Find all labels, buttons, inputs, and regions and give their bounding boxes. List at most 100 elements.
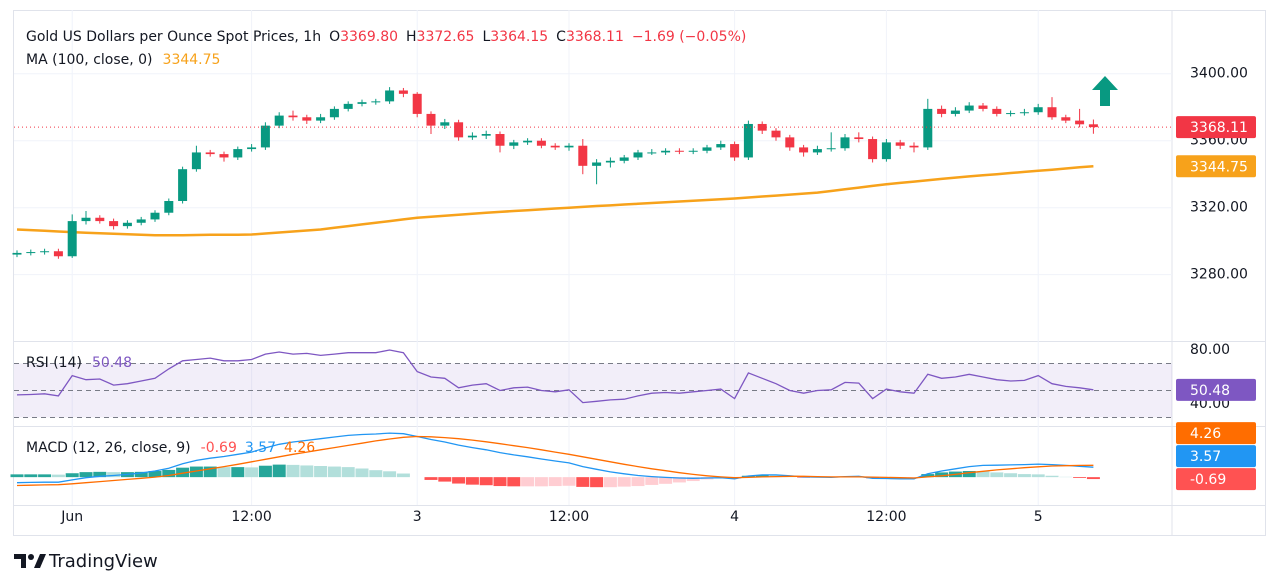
ohlc-value: 3368.11 — [566, 29, 624, 45]
candle-body — [329, 108, 339, 118]
candle-body — [523, 140, 533, 143]
candle-body — [26, 252, 36, 254]
macd-line — [16, 432, 1094, 484]
histogram-bar — [548, 477, 562, 487]
candle-body — [122, 222, 132, 227]
histogram-bar — [162, 469, 176, 478]
histogram-bar — [203, 466, 217, 478]
signal-badge: 4.26 — [1190, 426, 1221, 442]
candle-body — [909, 145, 919, 148]
y-tick-label: 80.00 — [1190, 342, 1230, 358]
candle-body — [95, 217, 105, 222]
candle-body — [454, 122, 464, 138]
brand-name: TradingView — [48, 551, 158, 572]
candle-body — [1019, 112, 1029, 114]
histogram-bar — [245, 467, 259, 478]
histogram-bar — [990, 472, 1004, 478]
histogram-bar — [1073, 477, 1087, 478]
candle-body — [1047, 107, 1057, 118]
histogram-bar — [314, 466, 328, 478]
x-tick-label: 5 — [1034, 509, 1043, 525]
y-tick-label: 3280.00 — [1190, 267, 1248, 283]
macd-value: 3.57 — [245, 440, 276, 456]
ohlc-key: H — [406, 29, 417, 45]
histogram-value: -0.69 — [201, 440, 237, 456]
candle-body — [550, 145, 560, 148]
histogram-bar — [369, 470, 383, 478]
candle-body — [730, 144, 740, 158]
histogram-bar — [935, 472, 949, 478]
histogram-bar — [617, 477, 631, 487]
histogram-bar — [355, 468, 369, 478]
candle-body — [495, 134, 505, 146]
candle-body — [743, 123, 753, 158]
candle-body — [40, 251, 50, 253]
up-arrow — [1092, 76, 1118, 106]
ma-badge: 3344.75 — [1190, 159, 1248, 175]
candle-body — [578, 145, 588, 166]
ma-badge-bg — [1176, 155, 1256, 178]
ohlc-key: O — [329, 29, 340, 45]
candle-body — [992, 108, 1002, 114]
histogram-bar — [507, 477, 521, 487]
signal-value: 4.26 — [284, 440, 315, 456]
candle-body — [412, 93, 422, 114]
histogram-bar — [493, 477, 507, 487]
histogram-bar — [300, 465, 314, 478]
rsi-line — [16, 349, 1094, 404]
candle-body — [178, 169, 188, 201]
rsi-badge: 50.48 — [1190, 383, 1230, 399]
last-price-badge: 3368.11 — [1190, 120, 1248, 136]
candle-body — [592, 162, 602, 166]
histogram-bar — [631, 477, 645, 487]
signal-line — [16, 435, 1094, 487]
candle-body — [164, 201, 174, 213]
signal-badge-bg — [1176, 422, 1256, 445]
candle-body — [868, 139, 878, 160]
ohlc-key: C — [556, 29, 566, 45]
macd-badge: 3.57 — [1190, 449, 1221, 465]
histogram-bar — [65, 473, 79, 478]
candle-body — [191, 152, 201, 170]
x-tick-label: 3 — [413, 509, 422, 525]
candle-body — [371, 101, 381, 103]
candle-body — [937, 108, 947, 114]
histogram-bar — [38, 474, 52, 478]
moving-average — [16, 165, 1094, 237]
rsi-value: 50.48 — [92, 355, 132, 371]
x-tick-label: 12:00 — [549, 509, 589, 525]
histogram-bar — [962, 471, 976, 478]
histogram-bar — [148, 471, 162, 478]
histogram-bar — [645, 477, 659, 485]
change: −1.69 (−0.05%) — [632, 29, 746, 45]
histogram-bar — [590, 477, 604, 488]
histogram-bar — [134, 471, 148, 478]
candle-body — [233, 149, 243, 158]
candle-body — [467, 135, 477, 138]
candle-body — [109, 221, 119, 227]
macd-name: MACD (12, 26, close, 9) — [26, 440, 191, 456]
histogram-bar — [79, 472, 93, 478]
ohlc-value: 3369.80 — [340, 29, 398, 45]
last-price-badge-bg — [1176, 116, 1256, 139]
candle-body — [799, 147, 809, 153]
histogram-bar — [562, 477, 576, 486]
candle-body — [385, 90, 395, 102]
histogram-bar — [976, 471, 990, 478]
candle-body — [247, 147, 257, 150]
histogram-bar — [452, 477, 466, 484]
histogram-bar — [921, 474, 935, 478]
histogram-bar — [341, 467, 355, 478]
frame — [13, 10, 1266, 536]
candle-body — [674, 150, 684, 152]
candle-body — [619, 157, 629, 161]
histogram-bar — [659, 477, 673, 484]
histogram-bar — [51, 474, 65, 478]
histogram-bar — [1004, 473, 1018, 478]
candle-body — [509, 142, 519, 146]
candle-body — [12, 252, 22, 255]
histogram-bar — [286, 464, 300, 478]
brand-logo — [14, 554, 46, 568]
histogram-bar — [272, 464, 286, 478]
